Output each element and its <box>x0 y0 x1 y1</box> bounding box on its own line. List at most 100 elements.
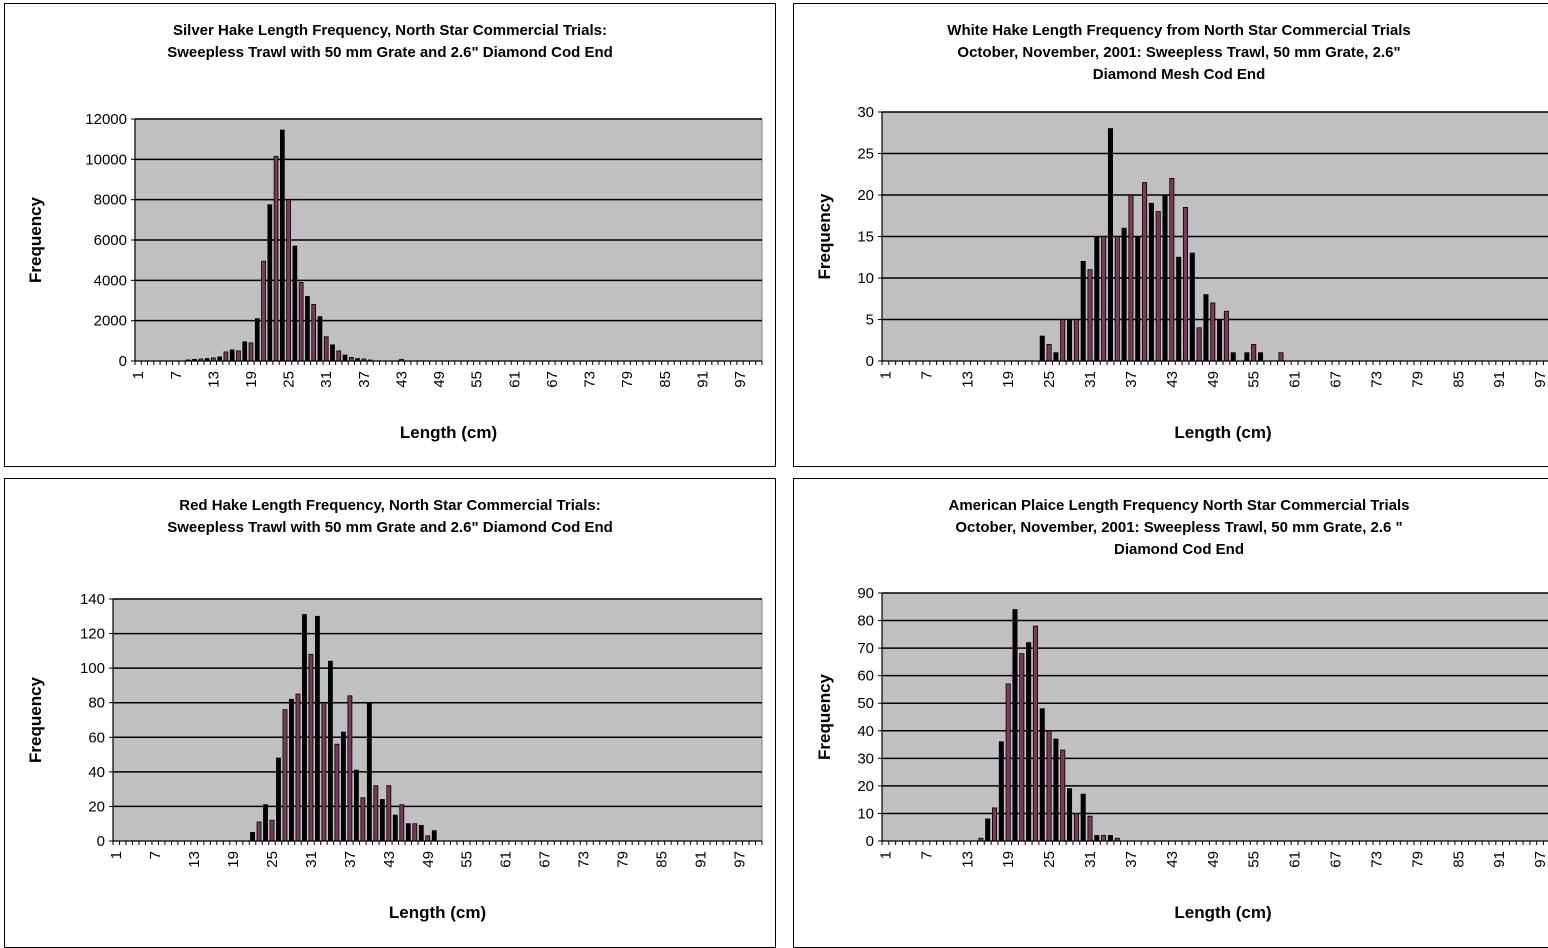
bar <box>342 354 348 362</box>
bar <box>1039 708 1045 842</box>
chart-panel-white-hake: White Hake Length Frequency from North S… <box>793 3 1548 467</box>
bar <box>217 356 222 362</box>
y-tick-label: 90 <box>857 585 874 602</box>
bar <box>254 318 260 362</box>
chart-title-line: Diamond Cod End <box>1114 541 1244 558</box>
bar <box>289 698 294 842</box>
bar <box>431 830 437 842</box>
bar <box>1210 302 1216 362</box>
x-tick-label: 37 <box>356 371 373 388</box>
bar <box>1060 319 1066 362</box>
x-tick-label: 91 <box>1491 851 1508 868</box>
x-axis-label: Length (cm) <box>1174 903 1271 922</box>
y-tick-label: 25 <box>857 146 874 163</box>
american-plaice-chart: 0 10 20 30 40 50 60 70 80 90 1 7 13 19 25 31 37 43 49 55 61 6… <box>815 585 1548 922</box>
bar <box>340 731 346 842</box>
x-tick-label: 97 <box>732 371 749 388</box>
bar <box>985 818 991 842</box>
bar <box>1005 683 1011 842</box>
x-tick-label: 19 <box>225 851 242 868</box>
bar <box>1012 609 1018 842</box>
red-hake-chart: 0 20 40 60 80 100 120 140 1 7 13 19 25 31 37 43 49 55 61 67… <box>26 591 763 922</box>
bar <box>1080 793 1086 842</box>
x-tick-label: 37 <box>342 851 359 868</box>
x-tick-label: 43 <box>1164 371 1181 388</box>
bar <box>267 204 273 362</box>
x-tick-label: 31 <box>1082 851 1099 868</box>
x-tick-label: 97 <box>1532 371 1548 388</box>
y-tick-label: 120 <box>80 626 105 643</box>
bar <box>334 743 340 842</box>
y-tick-label: 0 <box>866 353 874 370</box>
x-tick-label: 79 <box>614 851 631 868</box>
bar <box>276 757 281 842</box>
bar <box>1053 738 1059 842</box>
x-tick-label: 19 <box>1000 851 1017 868</box>
x-tick-label: 31 <box>303 851 320 868</box>
y-tick-label: 0 <box>119 353 127 370</box>
x-tick-label: 73 <box>1368 851 1385 868</box>
x-tick-label: 43 <box>1164 851 1181 868</box>
x-tick-label: 79 <box>1409 851 1426 868</box>
chart-title-line: Diamond Mesh Cod End <box>1092 66 1266 83</box>
bar <box>1135 236 1141 362</box>
bar <box>286 199 291 362</box>
bar <box>1067 319 1073 362</box>
x-tick-label: 1 <box>130 371 147 379</box>
x-tick-label: 97 <box>731 851 748 868</box>
y-tick-label: 80 <box>88 695 105 712</box>
bar <box>1107 128 1113 362</box>
x-tick-label: 49 <box>431 371 448 388</box>
bar <box>250 831 255 842</box>
x-tick-label: 91 <box>1491 371 1508 388</box>
x-tick-label: 61 <box>498 851 515 868</box>
bar <box>263 804 268 842</box>
bar <box>1196 327 1202 362</box>
x-tick-label: 49 <box>420 851 437 868</box>
y-tick-label: 20 <box>857 187 874 204</box>
bar <box>1251 343 1257 362</box>
y-tick-label: 6000 <box>94 232 127 249</box>
x-tick-label: 91 <box>694 371 711 388</box>
bar <box>1046 730 1052 842</box>
x-tick-label: 13 <box>959 851 976 868</box>
chart-title-line: Sweepless Trawl with 50 mm Grate and 2.6… <box>167 519 613 536</box>
x-tick-label: 73 <box>576 851 593 868</box>
x-tick-label: 73 <box>582 371 599 388</box>
y-tick-label: 4000 <box>94 272 127 289</box>
x-tick-label: 13 <box>186 851 203 868</box>
x-axis-label: Length (cm) <box>389 903 486 922</box>
bar <box>302 614 307 842</box>
bar <box>330 344 335 362</box>
y-tick-label: 70 <box>857 640 874 657</box>
bar <box>261 260 266 362</box>
x-tick-label: 85 <box>657 371 674 388</box>
x-tick-label: 79 <box>619 371 636 388</box>
bar <box>1087 269 1093 362</box>
y-tick-label: 100 <box>80 660 105 677</box>
bar <box>269 819 275 842</box>
x-tick-label: 73 <box>1368 371 1385 388</box>
bar <box>379 799 385 842</box>
bar <box>998 741 1004 842</box>
bar <box>317 316 323 362</box>
x-tick-label: 67 <box>1328 851 1345 868</box>
x-tick-label: 61 <box>506 371 523 388</box>
x-tick-label: 19 <box>243 371 260 388</box>
x-tick-label: 1 <box>877 851 894 859</box>
bar <box>360 797 366 842</box>
plot-area <box>881 592 1548 842</box>
bar <box>1182 207 1189 362</box>
chart-title: Silver Hake Length Frequency, North Star… <box>5 20 775 64</box>
y-tick-label: 40 <box>857 723 874 740</box>
y-axis-label: Frequency <box>26 676 45 763</box>
x-tick-label: 37 <box>1123 371 1140 388</box>
x-tick-label: 13 <box>205 371 222 388</box>
y-tick-label: 60 <box>857 668 874 685</box>
x-tick-label: 31 <box>318 371 335 388</box>
plot-area <box>112 598 763 842</box>
bar <box>280 129 285 362</box>
bar <box>1148 202 1154 362</box>
bar <box>1032 625 1038 842</box>
bar <box>1067 788 1073 842</box>
